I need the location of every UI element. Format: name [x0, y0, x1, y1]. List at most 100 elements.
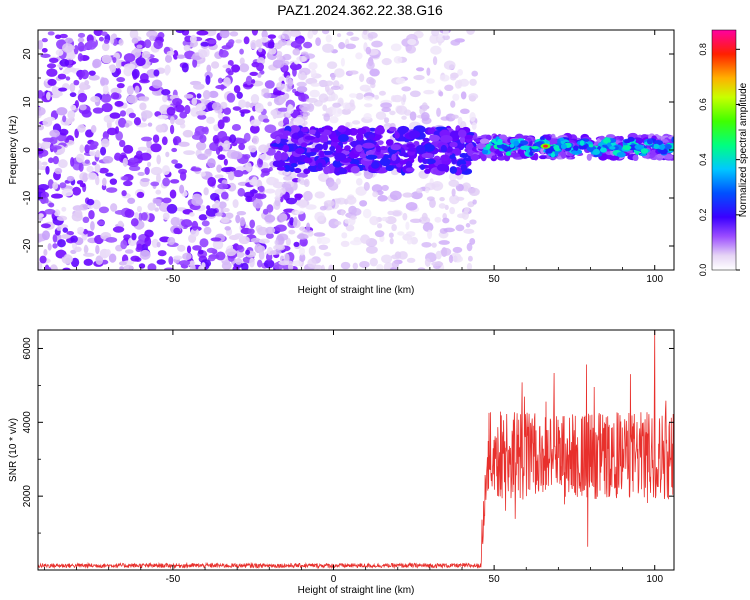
spectrogram-cell	[114, 100, 124, 107]
spectrogram-cell	[344, 218, 351, 224]
spectrogram-cell	[311, 30, 318, 35]
spectrogram-cell	[348, 70, 359, 75]
spectrogram-cell	[38, 142, 42, 148]
spectrogram-cell	[473, 138, 481, 143]
spectrogram-cell	[450, 100, 456, 108]
spectrogram-cell	[82, 172, 88, 183]
snr-x-tick-label: 0	[331, 574, 337, 585]
spectrogram-cell	[371, 40, 383, 48]
spectrogram-cell	[161, 89, 171, 96]
spectrogram-cell	[281, 30, 292, 41]
spectrogram-cell	[205, 208, 218, 217]
spectrogram-cell	[149, 57, 159, 63]
spectrogram-cell	[71, 186, 82, 196]
spectrogram-cell	[479, 138, 490, 144]
spectrogram-cell	[263, 259, 275, 269]
spectrogram-cell	[45, 165, 50, 175]
spectrogram-cell	[278, 42, 283, 48]
spectrogram-cell	[48, 57, 59, 64]
spectrogram-cell	[460, 164, 467, 172]
spectrogram-cell	[260, 168, 271, 174]
spectrogram-cell	[112, 56, 117, 63]
spectrogram-cell	[88, 144, 98, 150]
spectrogram-cell	[146, 30, 158, 39]
spectrogram-cell	[175, 30, 185, 34]
spectrogram-cell	[573, 145, 579, 151]
spectrogram-cell	[225, 248, 237, 257]
spectrogram-cell	[144, 39, 152, 49]
colorbar-ticks: 0.0 0.2 0.4 0.6 0.8	[698, 43, 740, 276]
spectrogram-cell	[61, 188, 74, 197]
spectrogram-cell	[304, 157, 313, 164]
spectrogram-cell	[322, 104, 328, 112]
spectrogram-cell	[41, 37, 48, 43]
spectrogram-cell	[258, 185, 265, 193]
spectrogram-cell	[355, 92, 364, 100]
spectrogram-cell	[102, 155, 114, 164]
spectrogram-cell	[243, 36, 250, 45]
spectrogram-cell	[415, 144, 426, 153]
spectrogram-cell	[38, 233, 43, 243]
spectrogram-cell	[118, 139, 126, 148]
spectrogram-cell	[237, 137, 244, 144]
spectrogram-cell	[83, 252, 95, 257]
spectrogram-cell	[74, 128, 79, 139]
spectrogram-cell	[276, 54, 283, 61]
spectrogram-y-tick-label: -20	[22, 238, 33, 253]
spectrogram-cell	[622, 145, 632, 151]
spectrogram-cell	[206, 64, 212, 73]
spectrogram-cell	[252, 135, 260, 145]
spectrogram-cell	[238, 99, 247, 108]
spectrogram-cell	[391, 254, 402, 260]
spectrogram-cell	[461, 210, 469, 220]
spectrogram-cell	[450, 74, 457, 81]
spectrogram-cell	[74, 209, 83, 219]
spectrogram-cell	[442, 217, 450, 224]
spectrogram-cell	[231, 124, 242, 131]
spectrogram-cell	[423, 89, 435, 95]
spectrogram-cell	[58, 87, 68, 92]
spectrogram-cell	[606, 142, 612, 147]
snr-frame	[37, 329, 675, 571]
spectrogram-cell	[241, 262, 249, 270]
spectrogram-cell	[314, 211, 325, 222]
spectrogram-cell	[606, 134, 616, 139]
snr-y-tick-label: 4000	[22, 411, 33, 434]
spectrogram-cell	[171, 147, 178, 153]
spectrogram-cell	[366, 60, 375, 70]
spectrogram-cell	[296, 38, 305, 44]
spectrogram-cell	[405, 45, 417, 54]
spectrogram-cell	[149, 35, 156, 41]
spectrogram-x-tick-label: -50	[166, 274, 181, 285]
spectrogram-cell	[252, 198, 263, 209]
spectrogram-cell	[181, 62, 189, 73]
spectrogram-cell	[461, 182, 472, 192]
spectrogram-cell	[388, 126, 397, 132]
spectrogram-cell	[95, 255, 104, 265]
spectrogram-cell	[410, 236, 419, 245]
spectrogram-cell	[250, 237, 261, 243]
spectrogram-cell	[355, 144, 364, 153]
spectrogram-cell	[40, 191, 50, 199]
spectrogram-y-axis-label: Frequency (Hz)	[8, 116, 19, 185]
spectrogram-cell	[307, 230, 314, 237]
spectrogram-cell	[171, 159, 178, 165]
spectrogram-cell	[276, 233, 289, 241]
spectrogram-cell	[207, 158, 216, 168]
spectrogram-cell	[385, 139, 394, 146]
spectrogram-cell	[59, 182, 67, 189]
spectrogram-cell	[329, 116, 339, 124]
spectrogram-cell	[56, 107, 68, 116]
spectrogram-cell	[438, 240, 450, 245]
spectrogram-cell	[52, 156, 59, 165]
spectrogram-cell	[70, 249, 77, 254]
spectrogram-cell	[275, 136, 281, 144]
spectrogram-cell	[126, 94, 138, 104]
spectrogram-cell	[448, 179, 460, 187]
spectrogram-cell	[395, 77, 406, 84]
spectrogram-cell	[122, 157, 128, 167]
spectrogram-cell	[192, 245, 202, 251]
spectrogram-cell	[133, 117, 142, 126]
spectrogram-cell	[88, 210, 95, 220]
spectrogram-cell	[49, 129, 61, 138]
